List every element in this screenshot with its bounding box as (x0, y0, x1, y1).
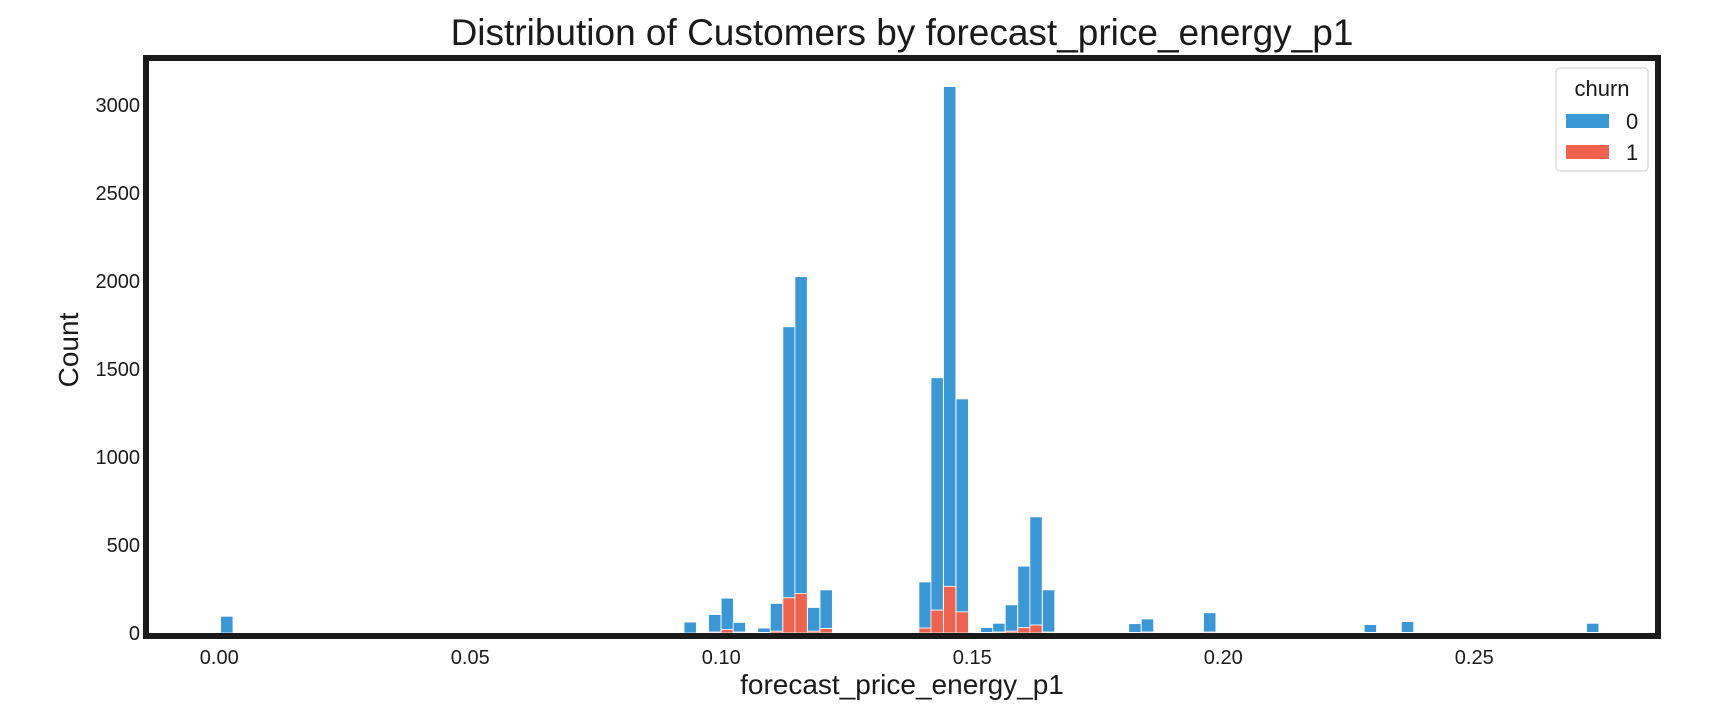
bar-churn-1 (769, 630, 784, 634)
bar-churn-1 (819, 628, 833, 634)
bar-churn-0 (708, 614, 722, 633)
y-tick-label: 2500 (96, 183, 141, 205)
bar-churn-0 (955, 398, 969, 613)
x-tick-label: 0.25 (1455, 647, 1494, 669)
bar-churn-0 (1586, 622, 1600, 633)
bar-churn-1 (1363, 632, 1377, 634)
bar-churn-0 (1017, 565, 1031, 629)
bar-churn-0 (819, 589, 833, 630)
bar-churn-1 (1042, 631, 1056, 634)
x-tick-label: 0.05 (451, 647, 490, 669)
bar-churn-0 (1203, 612, 1217, 633)
bar-churn-1 (1004, 630, 1019, 634)
bar-churn-0 (1128, 623, 1142, 633)
bar-churn-0 (794, 276, 808, 594)
bar-churn-1 (992, 631, 1006, 634)
bar-churn-0 (1029, 516, 1043, 626)
bar-churn-1 (1400, 632, 1415, 634)
y-tick-label: 500 (107, 535, 140, 557)
legend: churn 0 1 (1555, 67, 1649, 172)
legend-label-0: 0 (1626, 109, 1638, 134)
bar-churn-1 (720, 629, 734, 634)
bar-churn-0 (1140, 618, 1155, 633)
bar-churn-0 (807, 607, 821, 632)
bar-churn-1 (1017, 627, 1031, 634)
bar-churn-0 (992, 622, 1006, 633)
bar-churn-1 (980, 632, 994, 634)
bar-churn-0 (1042, 589, 1056, 633)
y-axis-label: Count (53, 312, 84, 387)
plot-frame (143, 55, 1661, 639)
x-tick-label: 0.00 (200, 647, 239, 669)
bar-churn-0 (930, 377, 944, 611)
bar-churn-1 (708, 631, 722, 634)
bar-churn-0 (918, 581, 932, 629)
bar-churn-1 (732, 631, 746, 634)
bar-churn-1 (1128, 632, 1142, 634)
x-tick-label: 0.15 (953, 647, 992, 669)
x-tick-label: 0.20 (1204, 647, 1243, 669)
bar-churn-0 (220, 615, 234, 634)
bar-churn-0 (1004, 604, 1019, 632)
bar-churn-1 (1203, 631, 1217, 634)
bar-churn-1 (930, 609, 944, 634)
y-tick-label: 0 (129, 623, 140, 645)
bar-churn-1 (1029, 624, 1043, 634)
bar-churn-0 (683, 621, 697, 634)
y-tick-label: 1500 (96, 359, 141, 381)
y-tick-label: 1000 (96, 447, 141, 469)
y-tick-label: 2000 (96, 271, 141, 293)
bar-churn-0 (720, 597, 734, 630)
bar-churn-1 (807, 630, 821, 634)
bar-churn-1 (1140, 631, 1155, 634)
bar-churn-0 (1400, 621, 1415, 633)
chart-title: Distribution of Customers by forecast_pr… (451, 12, 1354, 53)
bar-churn-1 (757, 632, 771, 634)
y-axis-ticks: 0 500 1000 1500 2000 2500 3000 (96, 95, 141, 645)
bar-churn-1 (782, 597, 796, 634)
y-tick-label: 3000 (96, 95, 141, 117)
bar-churn-0 (757, 627, 771, 633)
legend-title: churn (1574, 76, 1629, 101)
bar-churn-1 (955, 611, 969, 634)
bar-churn-1 (1586, 632, 1600, 634)
bars-group (220, 86, 1600, 634)
legend-swatch-0 (1566, 114, 1609, 128)
bar-churn-0 (769, 603, 784, 632)
legend-swatch-1 (1566, 145, 1609, 159)
bar-churn-1 (794, 593, 808, 634)
legend-label-1: 1 (1626, 140, 1638, 165)
x-axis-label: forecast_price_energy_p1 (740, 669, 1064, 700)
bar-churn-0 (943, 86, 957, 587)
bar-churn-0 (782, 326, 796, 599)
x-axis-ticks: 0.00 0.05 0.10 0.15 0.20 0.25 (200, 647, 1494, 669)
bar-churn-1 (943, 585, 957, 634)
bar-churn-1 (918, 627, 932, 634)
x-tick-label: 0.10 (702, 647, 741, 669)
bar-churn-0 (1363, 624, 1377, 633)
bar-churn-0 (980, 627, 994, 633)
bar-churn-0 (732, 622, 746, 633)
